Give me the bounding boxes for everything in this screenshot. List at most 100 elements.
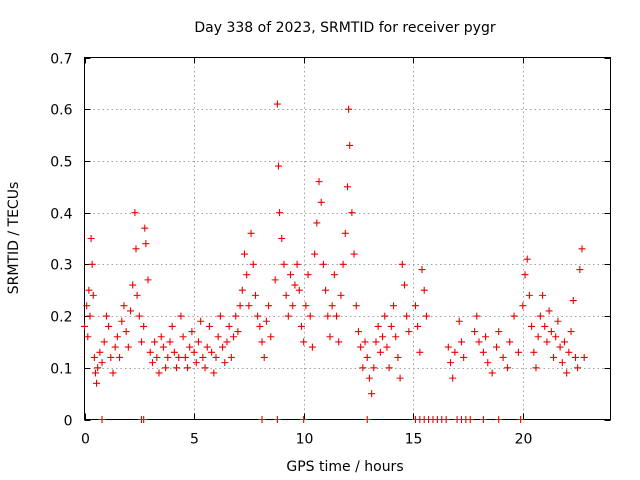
data-point bbox=[262, 317, 270, 325]
data-point bbox=[398, 260, 406, 268]
data-point bbox=[87, 235, 95, 242]
data-point bbox=[273, 100, 281, 108]
data-point bbox=[482, 333, 490, 341]
y-tick-label: 0.6 bbox=[50, 103, 72, 119]
data-point bbox=[326, 333, 334, 341]
data-point bbox=[148, 359, 156, 367]
data-point bbox=[466, 416, 474, 423]
data-point bbox=[102, 312, 110, 320]
x-tick-label: 20 bbox=[515, 432, 533, 448]
data-point bbox=[282, 291, 290, 299]
data-point bbox=[289, 302, 297, 310]
data-point bbox=[403, 312, 411, 320]
data-point bbox=[223, 338, 231, 346]
data-point bbox=[368, 390, 376, 398]
data-point bbox=[199, 353, 207, 361]
data-point bbox=[135, 312, 143, 320]
data-point bbox=[192, 359, 200, 367]
data-point bbox=[225, 322, 233, 330]
data-point bbox=[457, 338, 465, 346]
x-tick-label: 15 bbox=[405, 432, 423, 448]
data-point bbox=[137, 338, 145, 346]
data-point bbox=[173, 364, 181, 372]
data-point bbox=[567, 328, 575, 336]
data-point bbox=[330, 271, 338, 279]
data-point bbox=[162, 364, 170, 372]
data-point bbox=[287, 271, 295, 279]
data-point bbox=[532, 364, 540, 372]
data-point bbox=[159, 343, 167, 351]
data-point bbox=[297, 322, 305, 330]
data-point bbox=[324, 312, 332, 320]
data-point bbox=[155, 369, 163, 377]
data-point bbox=[352, 302, 360, 310]
data-point bbox=[214, 333, 222, 341]
data-point bbox=[479, 416, 487, 423]
data-point bbox=[205, 322, 213, 330]
data-point bbox=[81, 322, 88, 330]
data-point bbox=[122, 328, 130, 336]
data-point bbox=[400, 281, 408, 289]
data-points bbox=[81, 100, 588, 423]
x-tick-label: 5 bbox=[190, 432, 199, 448]
data-point bbox=[232, 312, 240, 320]
data-point bbox=[210, 369, 218, 377]
data-point bbox=[565, 348, 573, 356]
data-point bbox=[455, 317, 463, 325]
data-point bbox=[258, 338, 266, 346]
data-point bbox=[284, 312, 292, 320]
data-point bbox=[127, 307, 135, 315]
data-point bbox=[471, 328, 479, 336]
data-point bbox=[523, 255, 531, 263]
data-point bbox=[488, 369, 496, 377]
data-point bbox=[258, 416, 266, 423]
data-point bbox=[560, 338, 568, 346]
data-point bbox=[484, 359, 492, 367]
data-point bbox=[514, 348, 522, 356]
data-point bbox=[116, 353, 124, 361]
data-point bbox=[503, 364, 511, 372]
data-point bbox=[113, 333, 121, 341]
data-point bbox=[442, 416, 450, 423]
y-tick-label: 0.1 bbox=[50, 362, 72, 378]
data-point bbox=[203, 343, 211, 351]
data-point bbox=[392, 333, 400, 341]
data-point bbox=[140, 416, 148, 423]
data-point bbox=[361, 338, 369, 346]
data-point bbox=[363, 416, 371, 423]
data-point bbox=[118, 317, 126, 325]
data-point bbox=[280, 260, 288, 268]
data-point bbox=[447, 359, 455, 367]
data-point bbox=[495, 416, 503, 423]
data-point bbox=[576, 266, 584, 274]
data-point bbox=[197, 317, 205, 325]
data-point bbox=[295, 286, 303, 294]
data-point bbox=[383, 343, 391, 351]
data-point bbox=[278, 235, 286, 242]
data-point bbox=[89, 291, 97, 299]
data-point bbox=[370, 364, 378, 372]
data-point bbox=[168, 322, 176, 330]
data-point bbox=[276, 209, 284, 217]
data-point bbox=[133, 291, 141, 299]
data-point bbox=[558, 359, 566, 367]
data-point bbox=[151, 338, 159, 346]
data-point bbox=[86, 312, 94, 320]
data-point bbox=[221, 359, 229, 367]
data-point bbox=[359, 364, 367, 372]
data-point bbox=[451, 348, 459, 356]
data-point bbox=[519, 302, 527, 310]
data-point bbox=[552, 333, 560, 341]
data-point bbox=[545, 307, 553, 315]
data-point bbox=[337, 291, 345, 299]
data-point bbox=[240, 250, 248, 258]
data-point bbox=[230, 333, 238, 341]
data-point bbox=[495, 328, 503, 336]
data-point bbox=[249, 260, 257, 268]
data-point bbox=[528, 322, 536, 330]
data-point bbox=[348, 209, 356, 217]
data-point bbox=[510, 312, 518, 320]
data-point bbox=[539, 291, 547, 299]
data-point bbox=[265, 302, 273, 310]
data-point bbox=[390, 302, 398, 310]
